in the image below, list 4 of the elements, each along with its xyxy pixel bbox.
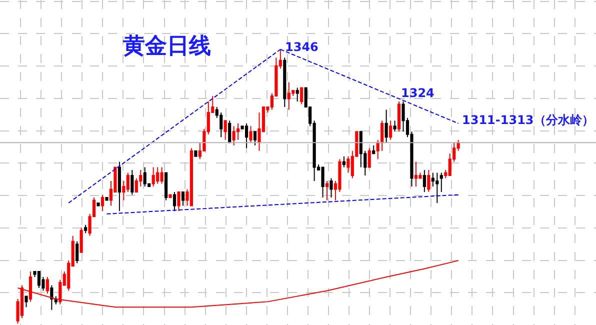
annotation: 1324 xyxy=(401,86,434,100)
text: 1311-1313（分水岭） xyxy=(462,113,594,127)
chart-title: 黄金日线 xyxy=(122,34,211,60)
annotation: 1346 xyxy=(285,40,318,54)
